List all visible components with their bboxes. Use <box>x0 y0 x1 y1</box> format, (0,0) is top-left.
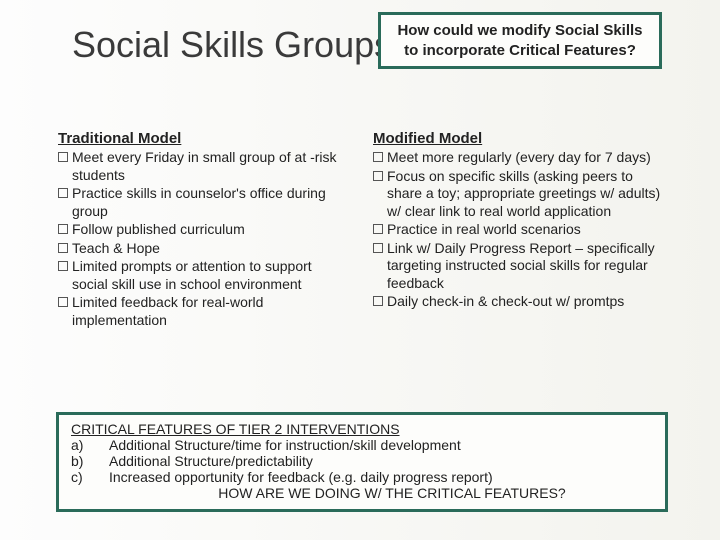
list-item: Teach & Hope <box>58 240 349 258</box>
item-text: Follow published curriculum <box>72 221 349 239</box>
footer-heading: CRITICAL FEATURES OF TIER 2 INTERVENTION… <box>71 421 653 437</box>
checkbox-icon <box>58 243 68 253</box>
footer-row: b)Additional Structure/predictability <box>71 453 653 469</box>
list-item: Meet every Friday in small group of at -… <box>58 149 349 184</box>
item-text: Link w/ Daily Progress Report – specific… <box>387 240 664 293</box>
checkbox-icon <box>58 224 68 234</box>
item-text: Meet more regularly (every day for 7 day… <box>387 149 664 167</box>
list-item: Focus on specific skills (asking peers t… <box>373 168 664 221</box>
footer-question: HOW ARE WE DOING W/ THE CRITICAL FEATURE… <box>131 485 653 501</box>
list-item: Link w/ Daily Progress Report – specific… <box>373 240 664 293</box>
footer-row: a)Additional Structure/time for instruct… <box>71 437 653 453</box>
row-text: Increased opportunity for feedback (e.g.… <box>109 469 493 485</box>
list-item: Practice skills in counselor's office du… <box>58 185 349 220</box>
item-text: Focus on specific skills (asking peers t… <box>387 168 664 221</box>
list-item: Limited prompts or attention to support … <box>58 258 349 293</box>
row-label: b) <box>71 453 109 469</box>
checkbox-icon <box>373 152 383 162</box>
checkbox-icon <box>58 152 68 162</box>
columns: Traditional Model Meet every Friday in s… <box>58 130 664 330</box>
checkbox-icon <box>58 188 68 198</box>
checkbox-icon <box>373 171 383 181</box>
item-text: Teach & Hope <box>72 240 349 258</box>
list-item: Practice in real world scenarios <box>373 221 664 239</box>
checkbox-icon <box>58 261 68 271</box>
right-column: Modified Model Meet more regularly (ever… <box>373 130 664 330</box>
item-text: Limited feedback for real-world implemen… <box>72 294 349 329</box>
row-text: Additional Structure/predictability <box>109 453 313 469</box>
checkbox-icon <box>373 224 383 234</box>
footer-box: CRITICAL FEATURES OF TIER 2 INTERVENTION… <box>56 412 668 512</box>
checkbox-icon <box>373 296 383 306</box>
row-label: a) <box>71 437 109 453</box>
row-label: c) <box>71 469 109 485</box>
right-heading: Modified Model <box>373 130 664 147</box>
list-item: Meet more regularly (every day for 7 day… <box>373 149 664 167</box>
left-heading: Traditional Model <box>58 130 349 147</box>
row-text: Additional Structure/time for instructio… <box>109 437 461 453</box>
checkbox-icon <box>373 243 383 253</box>
item-text: Practice skills in counselor's office du… <box>72 185 349 220</box>
left-column: Traditional Model Meet every Friday in s… <box>58 130 349 330</box>
list-item: Limited feedback for real-world implemen… <box>58 294 349 329</box>
item-text: Practice in real world scenarios <box>387 221 664 239</box>
item-text: Daily check-in & check-out w/ promtps <box>387 293 664 311</box>
footer-row: c)Increased opportunity for feedback (e.… <box>71 469 653 485</box>
slide-title: Social Skills Groups <box>72 24 392 66</box>
item-text: Limited prompts or attention to support … <box>72 258 349 293</box>
checkbox-icon <box>58 297 68 307</box>
callout-box: How could we modify Social Skills to inc… <box>378 12 662 69</box>
list-item: Daily check-in & check-out w/ promtps <box>373 293 664 311</box>
list-item: Follow published curriculum <box>58 221 349 239</box>
item-text: Meet every Friday in small group of at -… <box>72 149 349 184</box>
